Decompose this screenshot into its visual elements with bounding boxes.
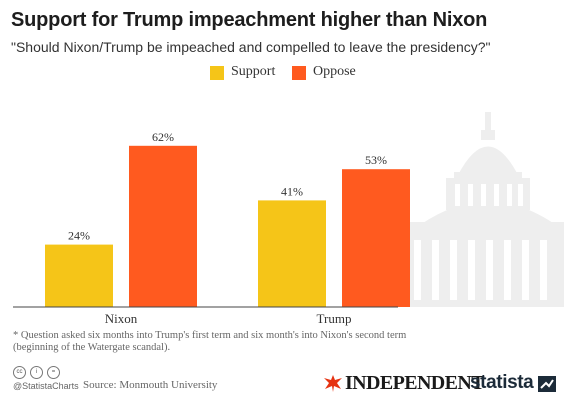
data-label-trump-oppose: 53% (365, 153, 387, 167)
bar-chart: 24% 62% Nixon 41% 53% Trump (13, 112, 564, 326)
data-label-trump-support: 41% (281, 184, 303, 198)
category-label-trump: Trump (317, 311, 352, 326)
legend-swatch-support (210, 66, 224, 80)
legend-swatch-oppose (292, 66, 306, 80)
creative-commons-icon: cc (13, 366, 26, 379)
data-label-nixon-oppose: 62% (152, 130, 174, 144)
source-note: Source: Monmouth University (83, 379, 218, 391)
capitol-silhouette-icon (400, 112, 564, 307)
independent-wordmark: INDEPENDENT (345, 372, 485, 394)
no-derivatives-icon: = (47, 366, 60, 379)
statista-mark-icon (538, 376, 556, 392)
bar-nixon-oppose (129, 145, 197, 307)
footnote: * Question asked six months into Trump's… (13, 330, 407, 353)
legend-label-support: Support (231, 64, 276, 79)
eagle-icon (324, 375, 342, 392)
twitter-handle: @StatistaCharts (13, 381, 79, 391)
bar-nixon-support (45, 244, 113, 307)
category-label-nixon: Nixon (105, 311, 138, 326)
statista-wordmark: statista (470, 372, 534, 393)
bars (45, 145, 410, 307)
bar-trump-support (258, 200, 326, 307)
capitol-columns (414, 184, 547, 300)
legend-label-oppose: Oppose (313, 64, 356, 79)
data-label-nixon-support: 24% (68, 229, 90, 243)
chart-title: Support for Trump impeachment higher tha… (11, 9, 488, 31)
attribution-icon: i (30, 366, 43, 379)
bar-trump-oppose (342, 169, 410, 307)
labels: 24% 62% Nixon 41% 53% Trump (68, 130, 387, 326)
chart-subtitle: "Should Nixon/Trump be impeached and com… (11, 39, 491, 55)
